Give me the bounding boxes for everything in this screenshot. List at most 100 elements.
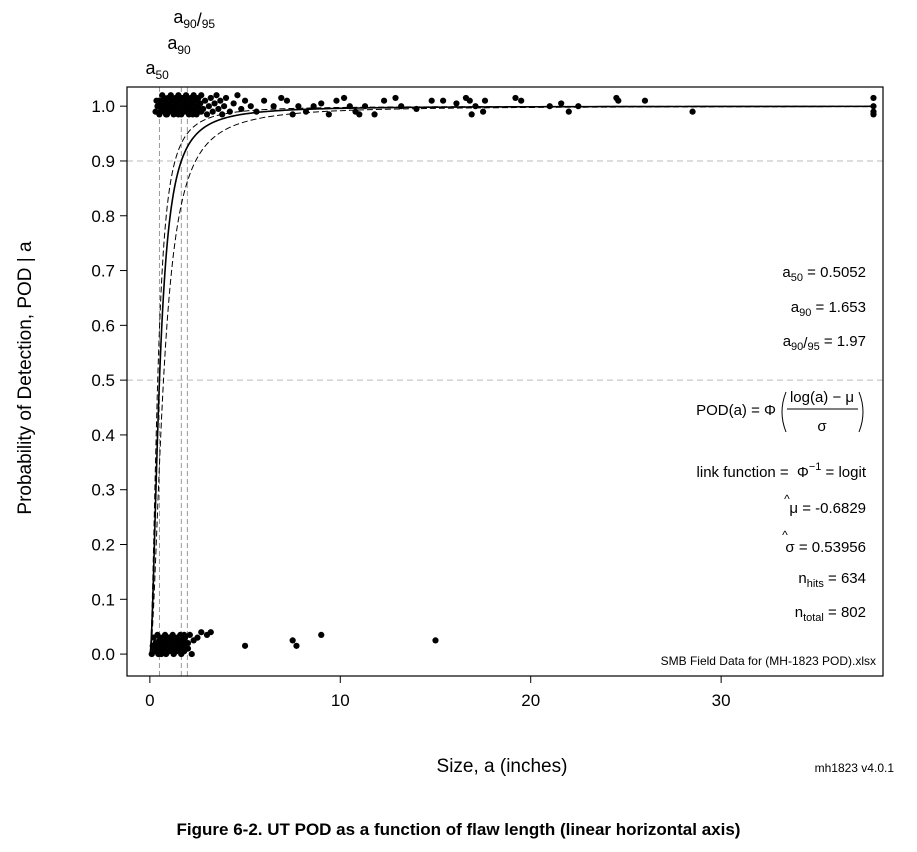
y-tick-label-4: 0.4 <box>91 426 115 445</box>
reference-vertical-lines <box>158 87 188 676</box>
hit-point <box>565 108 572 115</box>
svg-text:σ = 0.53956: σ = 0.53956 <box>785 539 866 556</box>
hit-point <box>512 94 519 102</box>
miss-point <box>207 629 214 636</box>
hit-point <box>222 94 230 102</box>
hit-point <box>163 111 171 118</box>
svg-text:μ = -0.6829: μ = -0.6829 <box>789 500 866 517</box>
hit-point <box>215 105 222 113</box>
data-source-label: SMB Field Data for (MH-1823 POD).xlsx <box>661 654 876 668</box>
miss-point <box>154 640 161 647</box>
x-tick-label-1: 10 <box>331 691 350 710</box>
hit-point <box>247 103 254 110</box>
link-function: link function = Φ−1 = logit <box>697 461 867 481</box>
hit-point <box>238 105 245 113</box>
hit-point <box>356 111 363 118</box>
version-label: mh1823 v4.0.1 <box>815 761 895 775</box>
hit-point <box>480 108 487 115</box>
upper-confidence-curve <box>149 105 874 653</box>
ref-marker-label-1: a90 <box>167 33 191 57</box>
hit-point <box>870 94 877 102</box>
hit-point <box>205 103 212 110</box>
miss-point <box>198 629 205 636</box>
hit-point <box>468 111 475 118</box>
hit-point <box>161 94 168 102</box>
y-axis-ticks: 0.0 0.1 0.2 0.3 0.4 0.5 0.6 0.7 0.8 0.9 1.0 <box>91 97 127 664</box>
hit-point <box>241 97 249 104</box>
svg-text:a50 = 0.5052: a50 = 0.5052 <box>782 264 866 284</box>
hit-point <box>325 111 332 118</box>
hit-point <box>167 92 174 99</box>
miss-point <box>188 650 195 658</box>
hit-point <box>234 92 241 99</box>
pod-fit-curve <box>149 105 874 653</box>
hit-point <box>870 111 877 118</box>
hit-point <box>221 103 228 110</box>
miss-point <box>289 637 296 644</box>
x-tick-label-2: 20 <box>521 691 540 710</box>
hit-point <box>195 103 202 110</box>
svg-text:nhits = 634: nhits = 634 <box>798 570 866 590</box>
hit-point <box>481 97 489 104</box>
sigma-hat-estimate: ^ σ = 0.53956 <box>782 528 866 556</box>
y-axis-label: Probability of Detection, POD | a <box>15 241 36 515</box>
plot-frame <box>126 86 884 677</box>
ref-marker-label-2: a90/95 <box>173 7 215 31</box>
svg-text:a90 = 1.653: a90 = 1.653 <box>791 299 866 319</box>
hit-point <box>192 94 199 102</box>
hit-point <box>689 108 696 115</box>
hit-point <box>466 97 473 104</box>
svg-text:^: ^ <box>782 528 788 542</box>
hit-point <box>178 94 185 102</box>
pod-chart: 0.0 0.1 0.2 0.3 0.4 0.5 0.6 0.7 0.8 0.9 1.0 0 10 20 3… <box>15 7 895 777</box>
hit-point <box>198 108 205 115</box>
hit-point <box>270 103 277 110</box>
hit-point <box>226 108 233 115</box>
x-axis-label: Size, a (inches) <box>437 756 568 777</box>
hit-point <box>172 97 179 104</box>
hit-point <box>289 111 296 118</box>
svg-text:ntotal = 802: ntotal = 802 <box>795 604 866 624</box>
n-total: ntotal = 802 <box>795 604 866 624</box>
miss-point <box>154 631 161 639</box>
pod-formula: POD(a) = Φ log(a) − μ σ <box>696 389 864 435</box>
reference-horizontal-lines <box>127 160 883 381</box>
y-tick-label-9: 0.9 <box>91 152 115 171</box>
hit-point <box>371 111 378 118</box>
stat-a50: a50 = 0.5052 <box>782 264 866 284</box>
y-tick-label-0: 0.0 <box>91 645 115 664</box>
y-tick-label-8: 0.8 <box>91 207 115 226</box>
svg-text:log(a) − μ: log(a) − μ <box>790 389 854 406</box>
hit-point <box>156 111 163 118</box>
hit-point <box>278 94 285 102</box>
data-points <box>148 92 877 658</box>
hit-point <box>186 97 193 104</box>
y-tick-label-6: 0.6 <box>91 316 115 335</box>
ref-marker-label-0: a50 <box>145 58 169 82</box>
hit-point <box>558 100 565 107</box>
miss-point <box>173 637 180 644</box>
hit-point <box>159 100 166 107</box>
miss-point <box>158 650 165 658</box>
hit-point <box>203 111 211 118</box>
hit-point <box>380 97 388 104</box>
stat-a90: a90 = 1.653 <box>791 299 866 319</box>
miss-point <box>432 637 439 644</box>
y-tick-label-3: 0.3 <box>91 481 115 500</box>
miss-point <box>241 642 249 649</box>
miss-point <box>194 634 201 641</box>
svg-text:POD(a) = Φ: POD(a) = Φ <box>696 402 776 419</box>
miss-point <box>184 645 192 652</box>
miss-point <box>293 642 300 649</box>
y-tick-label-7: 0.7 <box>91 262 115 281</box>
hit-point <box>398 103 405 110</box>
hit-point <box>518 97 525 104</box>
miss-point <box>181 631 188 639</box>
y-tick-label-2: 0.2 <box>91 536 115 555</box>
hit-point <box>198 92 205 99</box>
figure-caption: Figure 6-2. UT POD as a function of flaw… <box>176 820 741 839</box>
miss-point <box>186 631 193 639</box>
miss-point <box>150 645 157 652</box>
hit-point <box>261 97 268 104</box>
